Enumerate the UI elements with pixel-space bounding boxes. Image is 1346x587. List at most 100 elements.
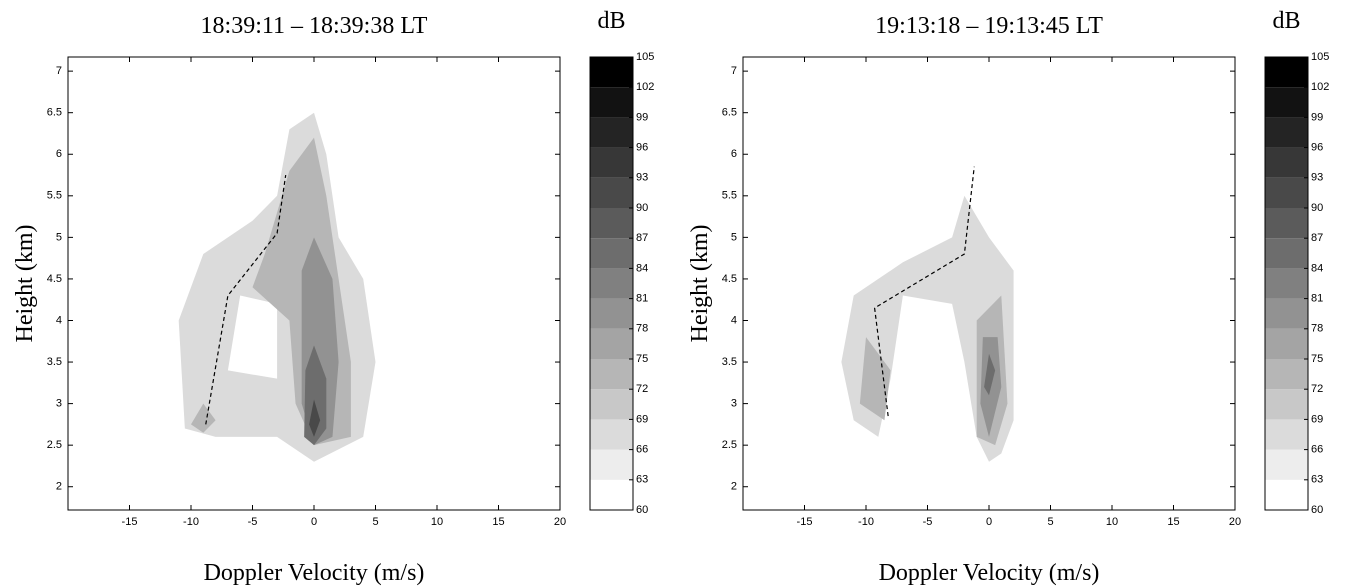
colorbar-tick-label: 105 [636, 51, 654, 63]
colorbar-segment [590, 57, 633, 88]
colorbar-tick-label: 102 [636, 81, 654, 93]
colorbar-segment [1265, 359, 1308, 390]
colorbar-segment [1265, 268, 1308, 299]
colorbar-tick-label: 90 [1311, 202, 1323, 214]
y-tick-label: 5.5 [47, 190, 62, 202]
colorbar-segment [1265, 419, 1308, 450]
chart-title: 18:39:11 – 18:39:38 LT [201, 13, 428, 39]
colorbar-frame [1264, 56, 1309, 511]
colorbar-segment [590, 298, 633, 329]
colorbar-tick-label: 69 [1311, 413, 1323, 425]
y-axis-label: Height (km) [687, 225, 713, 343]
colorbar-tick-label: 75 [1311, 353, 1323, 365]
colorbar-label: dB [597, 8, 625, 34]
x-tick-label: -15 [122, 516, 138, 528]
colorbar-segment [1265, 147, 1308, 178]
contour-region [309, 399, 321, 437]
colorbar-tick-label: 63 [636, 474, 648, 486]
x-tick-label: 10 [1106, 516, 1118, 528]
contour-region [304, 345, 327, 446]
y-tick-label: 3.5 [722, 356, 737, 368]
colorbar-tick-label: 84 [1311, 262, 1323, 274]
y-tick-label: 3.5 [47, 356, 62, 368]
colorbar-tick-label: 78 [1311, 323, 1323, 335]
x-tick-label: -5 [248, 516, 258, 528]
y-tick-label: 7 [56, 65, 62, 77]
x-axis-label: Doppler Velocity (m/s) [204, 560, 425, 586]
colorbar-tick-label: 78 [636, 323, 648, 335]
colorbar-segment [590, 117, 633, 148]
colorbar-segment [1265, 328, 1308, 359]
colorbar-frame [589, 56, 634, 511]
dashed-line [873, 166, 975, 417]
colorbar-segment [590, 359, 633, 390]
colorbar-segment [590, 87, 633, 118]
colorbar-segment [1265, 208, 1308, 239]
colorbar-segment [590, 389, 633, 420]
colorbar-segment [1265, 449, 1308, 480]
colorbar-segment [590, 449, 633, 480]
y-tick-label: 6.5 [47, 107, 62, 119]
colorbar-segment [590, 268, 633, 299]
colorbar-tick-label: 87 [636, 232, 648, 244]
colorbar-tick-label: 102 [1311, 81, 1329, 93]
colorbar-tick-label: 105 [1311, 51, 1329, 63]
y-tick-label: 6 [731, 148, 737, 160]
colorbar-tick-label: 90 [636, 202, 648, 214]
x-tick-label: -10 [183, 516, 199, 528]
x-tick-label: -10 [858, 516, 874, 528]
contour-region [859, 337, 891, 421]
y-tick-label: 3 [56, 398, 62, 410]
x-tick-label: 15 [492, 516, 504, 528]
colorbar-tick-label: 72 [1311, 383, 1323, 395]
y-tick-label: 3 [731, 398, 737, 410]
x-tick-label: 20 [554, 516, 566, 528]
colorbar-tick-label: 69 [636, 413, 648, 425]
y-tick-label: 2 [731, 481, 737, 493]
y-tick-label: 2.5 [47, 439, 62, 451]
colorbar-tick-label: 81 [636, 293, 648, 305]
y-tick-label: 4 [731, 314, 737, 326]
dashed-line [205, 174, 287, 425]
y-tick-label: 7 [731, 65, 737, 77]
colorbar-tick-label: 60 [636, 504, 648, 516]
colorbar-segment [1265, 298, 1308, 329]
colorbar-segment [590, 328, 633, 359]
colorbar-tick-label: 84 [636, 262, 648, 274]
y-tick-label: 4 [56, 314, 62, 326]
y-tick-label: 6 [56, 148, 62, 160]
contour-region [227, 295, 278, 379]
y-tick-label: 5 [56, 231, 62, 243]
colorbar-segment [590, 238, 633, 269]
colorbar-label: dB [1272, 8, 1300, 34]
colorbar-tick-label: 93 [636, 172, 648, 184]
colorbar-tick-label: 66 [1311, 444, 1323, 456]
colorbar-tick-label: 66 [636, 444, 648, 456]
y-tick-label: 5.5 [722, 190, 737, 202]
x-tick-label: 15 [1167, 516, 1179, 528]
colorbar-tick-label: 99 [636, 111, 648, 123]
y-tick-label: 6.5 [722, 107, 737, 119]
colorbar-segment [1265, 87, 1308, 118]
contour-region [984, 353, 996, 396]
colorbar-segment [1265, 479, 1308, 510]
colorbar-segment [1265, 177, 1308, 208]
x-tick-label: -15 [797, 516, 813, 528]
x-tick-label: -5 [923, 516, 933, 528]
colorbar-tick-label: 63 [1311, 474, 1323, 486]
chart-title: 19:13:18 – 19:13:45 LT [875, 13, 1103, 39]
x-axis-label: Doppler Velocity (m/s) [879, 560, 1100, 586]
y-tick-label: 2 [56, 481, 62, 493]
colorbar-segment [590, 147, 633, 178]
colorbar-tick-label: 93 [1311, 172, 1323, 184]
colorbar-segment [1265, 57, 1308, 88]
colorbar-segment [1265, 389, 1308, 420]
x-tick-label: 0 [311, 516, 317, 528]
colorbar-tick-label: 60 [1311, 504, 1323, 516]
colorbar-tick-label: 96 [1311, 142, 1323, 154]
panel: 18:39:11 – 18:39:38 LT -15 -10 -5 0 5 10 15 20 2 2… [12, 8, 654, 586]
x-tick-label: 0 [986, 516, 992, 528]
colorbar-tick-label: 75 [636, 353, 648, 365]
colorbar-segment [590, 479, 633, 510]
